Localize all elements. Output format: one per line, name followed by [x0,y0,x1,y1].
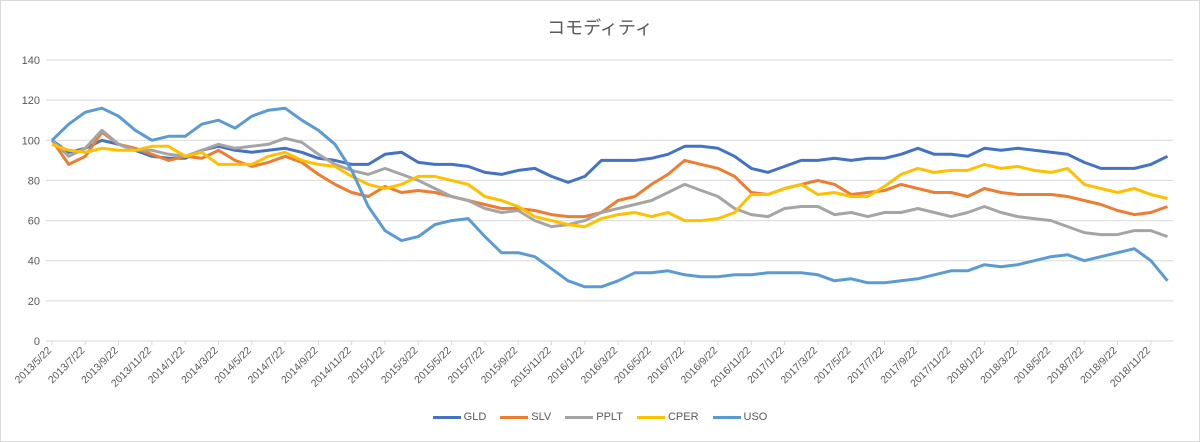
y-tick-label: 80 [28,175,40,187]
legend-swatch [712,415,741,419]
y-tick-label: 100 [22,135,40,147]
legend-item-pplt: PPLT [565,411,623,423]
legend-swatch [636,415,665,419]
legend-swatch [565,415,594,419]
legend: GLD SLV PPLT CPER USO [0,411,1200,423]
series-line-pplt [50,128,1169,239]
legend-label: CPER [667,411,699,423]
legend-swatch [500,415,529,419]
series-line-slv [50,130,1169,219]
series-line-cper [51,142,1168,229]
y-tick-label: 60 [28,216,40,228]
legend-label: PPLT [596,411,623,423]
legend-label: USO [743,411,768,423]
legend-item-slv: SLV [500,411,551,423]
y-tick-label: 40 [28,256,40,268]
series-line-uso [50,106,1169,289]
chart-title: コモディティ [547,18,653,39]
series-line-gld [51,138,1169,184]
legend-item-cper: CPER [636,411,699,423]
legend-item-gld: GLD [432,411,487,423]
legend-label: SLV [531,411,552,423]
y-tick-label: 20 [28,296,40,308]
y-tick-label: 140 [22,55,40,67]
y-tick-label: 0 [34,336,40,348]
legend-label: GLD [463,411,487,423]
legend-swatch [432,415,461,419]
y-tick-label: 120 [22,95,40,107]
legend-item-uso: USO [712,411,768,423]
